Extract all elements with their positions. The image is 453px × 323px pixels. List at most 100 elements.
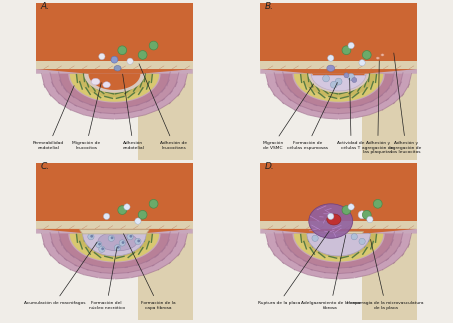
Circle shape <box>330 81 337 88</box>
Circle shape <box>111 236 113 239</box>
Ellipse shape <box>327 65 335 71</box>
Polygon shape <box>36 61 193 69</box>
Circle shape <box>119 240 125 246</box>
Polygon shape <box>293 234 385 263</box>
Circle shape <box>342 206 351 214</box>
Polygon shape <box>301 234 376 257</box>
Text: Formación del
núcleo necrótico: Formación del núcleo necrótico <box>89 247 125 309</box>
Circle shape <box>323 75 329 82</box>
Polygon shape <box>42 234 187 279</box>
Polygon shape <box>362 163 417 320</box>
Circle shape <box>344 73 349 78</box>
Text: Ruptura de la placa: Ruptura de la placa <box>258 231 329 305</box>
Polygon shape <box>313 74 365 90</box>
Polygon shape <box>42 74 187 119</box>
Circle shape <box>98 243 101 245</box>
Polygon shape <box>138 3 193 160</box>
Circle shape <box>362 210 371 219</box>
Polygon shape <box>60 234 169 268</box>
Polygon shape <box>83 234 146 256</box>
Polygon shape <box>51 234 178 273</box>
Polygon shape <box>70 74 159 102</box>
Polygon shape <box>260 3 417 69</box>
Ellipse shape <box>114 66 121 71</box>
Polygon shape <box>260 221 417 229</box>
Circle shape <box>121 241 125 244</box>
Polygon shape <box>84 234 145 253</box>
Polygon shape <box>275 234 402 273</box>
Polygon shape <box>284 234 393 268</box>
Text: C.: C. <box>41 162 50 171</box>
Polygon shape <box>70 234 159 262</box>
Polygon shape <box>362 3 417 160</box>
Polygon shape <box>36 163 193 229</box>
Circle shape <box>335 78 342 85</box>
Polygon shape <box>311 74 366 91</box>
Polygon shape <box>88 74 140 90</box>
Polygon shape <box>77 234 152 257</box>
Polygon shape <box>260 61 417 69</box>
Polygon shape <box>68 234 160 263</box>
Text: Acumulación de macrófagos: Acumulación de macrófagos <box>24 242 97 305</box>
Circle shape <box>342 46 351 55</box>
Text: Permeabilidad
endotelial: Permeabilidad endotelial <box>33 86 74 150</box>
Circle shape <box>328 55 334 61</box>
Circle shape <box>359 238 365 245</box>
Text: Adhesión de
leucocitans: Adhesión de leucocitans <box>139 64 188 150</box>
Circle shape <box>149 199 158 208</box>
Circle shape <box>367 216 373 223</box>
Circle shape <box>137 240 140 242</box>
Circle shape <box>111 56 118 63</box>
Circle shape <box>115 245 120 251</box>
Text: Adhesión y
agregación de
los leucocitos: Adhesión y agregación de los leucocitos <box>390 53 422 154</box>
Circle shape <box>88 234 94 240</box>
Polygon shape <box>313 234 365 250</box>
Polygon shape <box>294 74 383 102</box>
Polygon shape <box>260 163 417 277</box>
Polygon shape <box>80 230 149 234</box>
Circle shape <box>138 210 147 219</box>
Circle shape <box>118 46 127 55</box>
Circle shape <box>352 78 357 82</box>
Polygon shape <box>307 234 370 256</box>
Circle shape <box>348 42 354 49</box>
Circle shape <box>90 235 93 238</box>
Polygon shape <box>36 3 193 69</box>
Text: Formación de
células espumosas: Formación de células espumosas <box>287 82 337 150</box>
Text: Formación de la
capa fibrosa: Formación de la capa fibrosa <box>124 234 176 309</box>
Polygon shape <box>260 229 417 234</box>
Ellipse shape <box>98 232 137 251</box>
Circle shape <box>351 234 357 240</box>
Text: Migración de
leucocitos: Migración de leucocitos <box>72 83 101 150</box>
Circle shape <box>138 51 147 59</box>
Circle shape <box>359 60 365 66</box>
Circle shape <box>108 235 115 241</box>
Polygon shape <box>284 74 393 108</box>
Circle shape <box>124 204 130 210</box>
Text: Migración
de VSMC: Migración de VSMC <box>262 84 313 150</box>
Polygon shape <box>138 163 193 320</box>
Polygon shape <box>60 74 169 108</box>
Circle shape <box>118 206 127 214</box>
Polygon shape <box>293 74 385 103</box>
Circle shape <box>135 238 141 245</box>
Circle shape <box>312 235 318 241</box>
Polygon shape <box>294 234 383 262</box>
Circle shape <box>99 53 105 60</box>
Polygon shape <box>68 74 160 103</box>
Circle shape <box>149 41 158 50</box>
Text: B.: B. <box>265 3 274 12</box>
Circle shape <box>135 218 141 224</box>
Ellipse shape <box>309 204 353 238</box>
Polygon shape <box>36 229 193 234</box>
Polygon shape <box>88 234 140 250</box>
Circle shape <box>348 204 354 210</box>
Polygon shape <box>36 221 193 229</box>
Polygon shape <box>51 74 178 113</box>
Ellipse shape <box>92 78 100 85</box>
Text: A.: A. <box>41 3 50 12</box>
Circle shape <box>328 213 334 220</box>
Text: Actividad de
células T: Actividad de células T <box>337 78 365 150</box>
Polygon shape <box>36 3 193 118</box>
Circle shape <box>127 234 133 240</box>
